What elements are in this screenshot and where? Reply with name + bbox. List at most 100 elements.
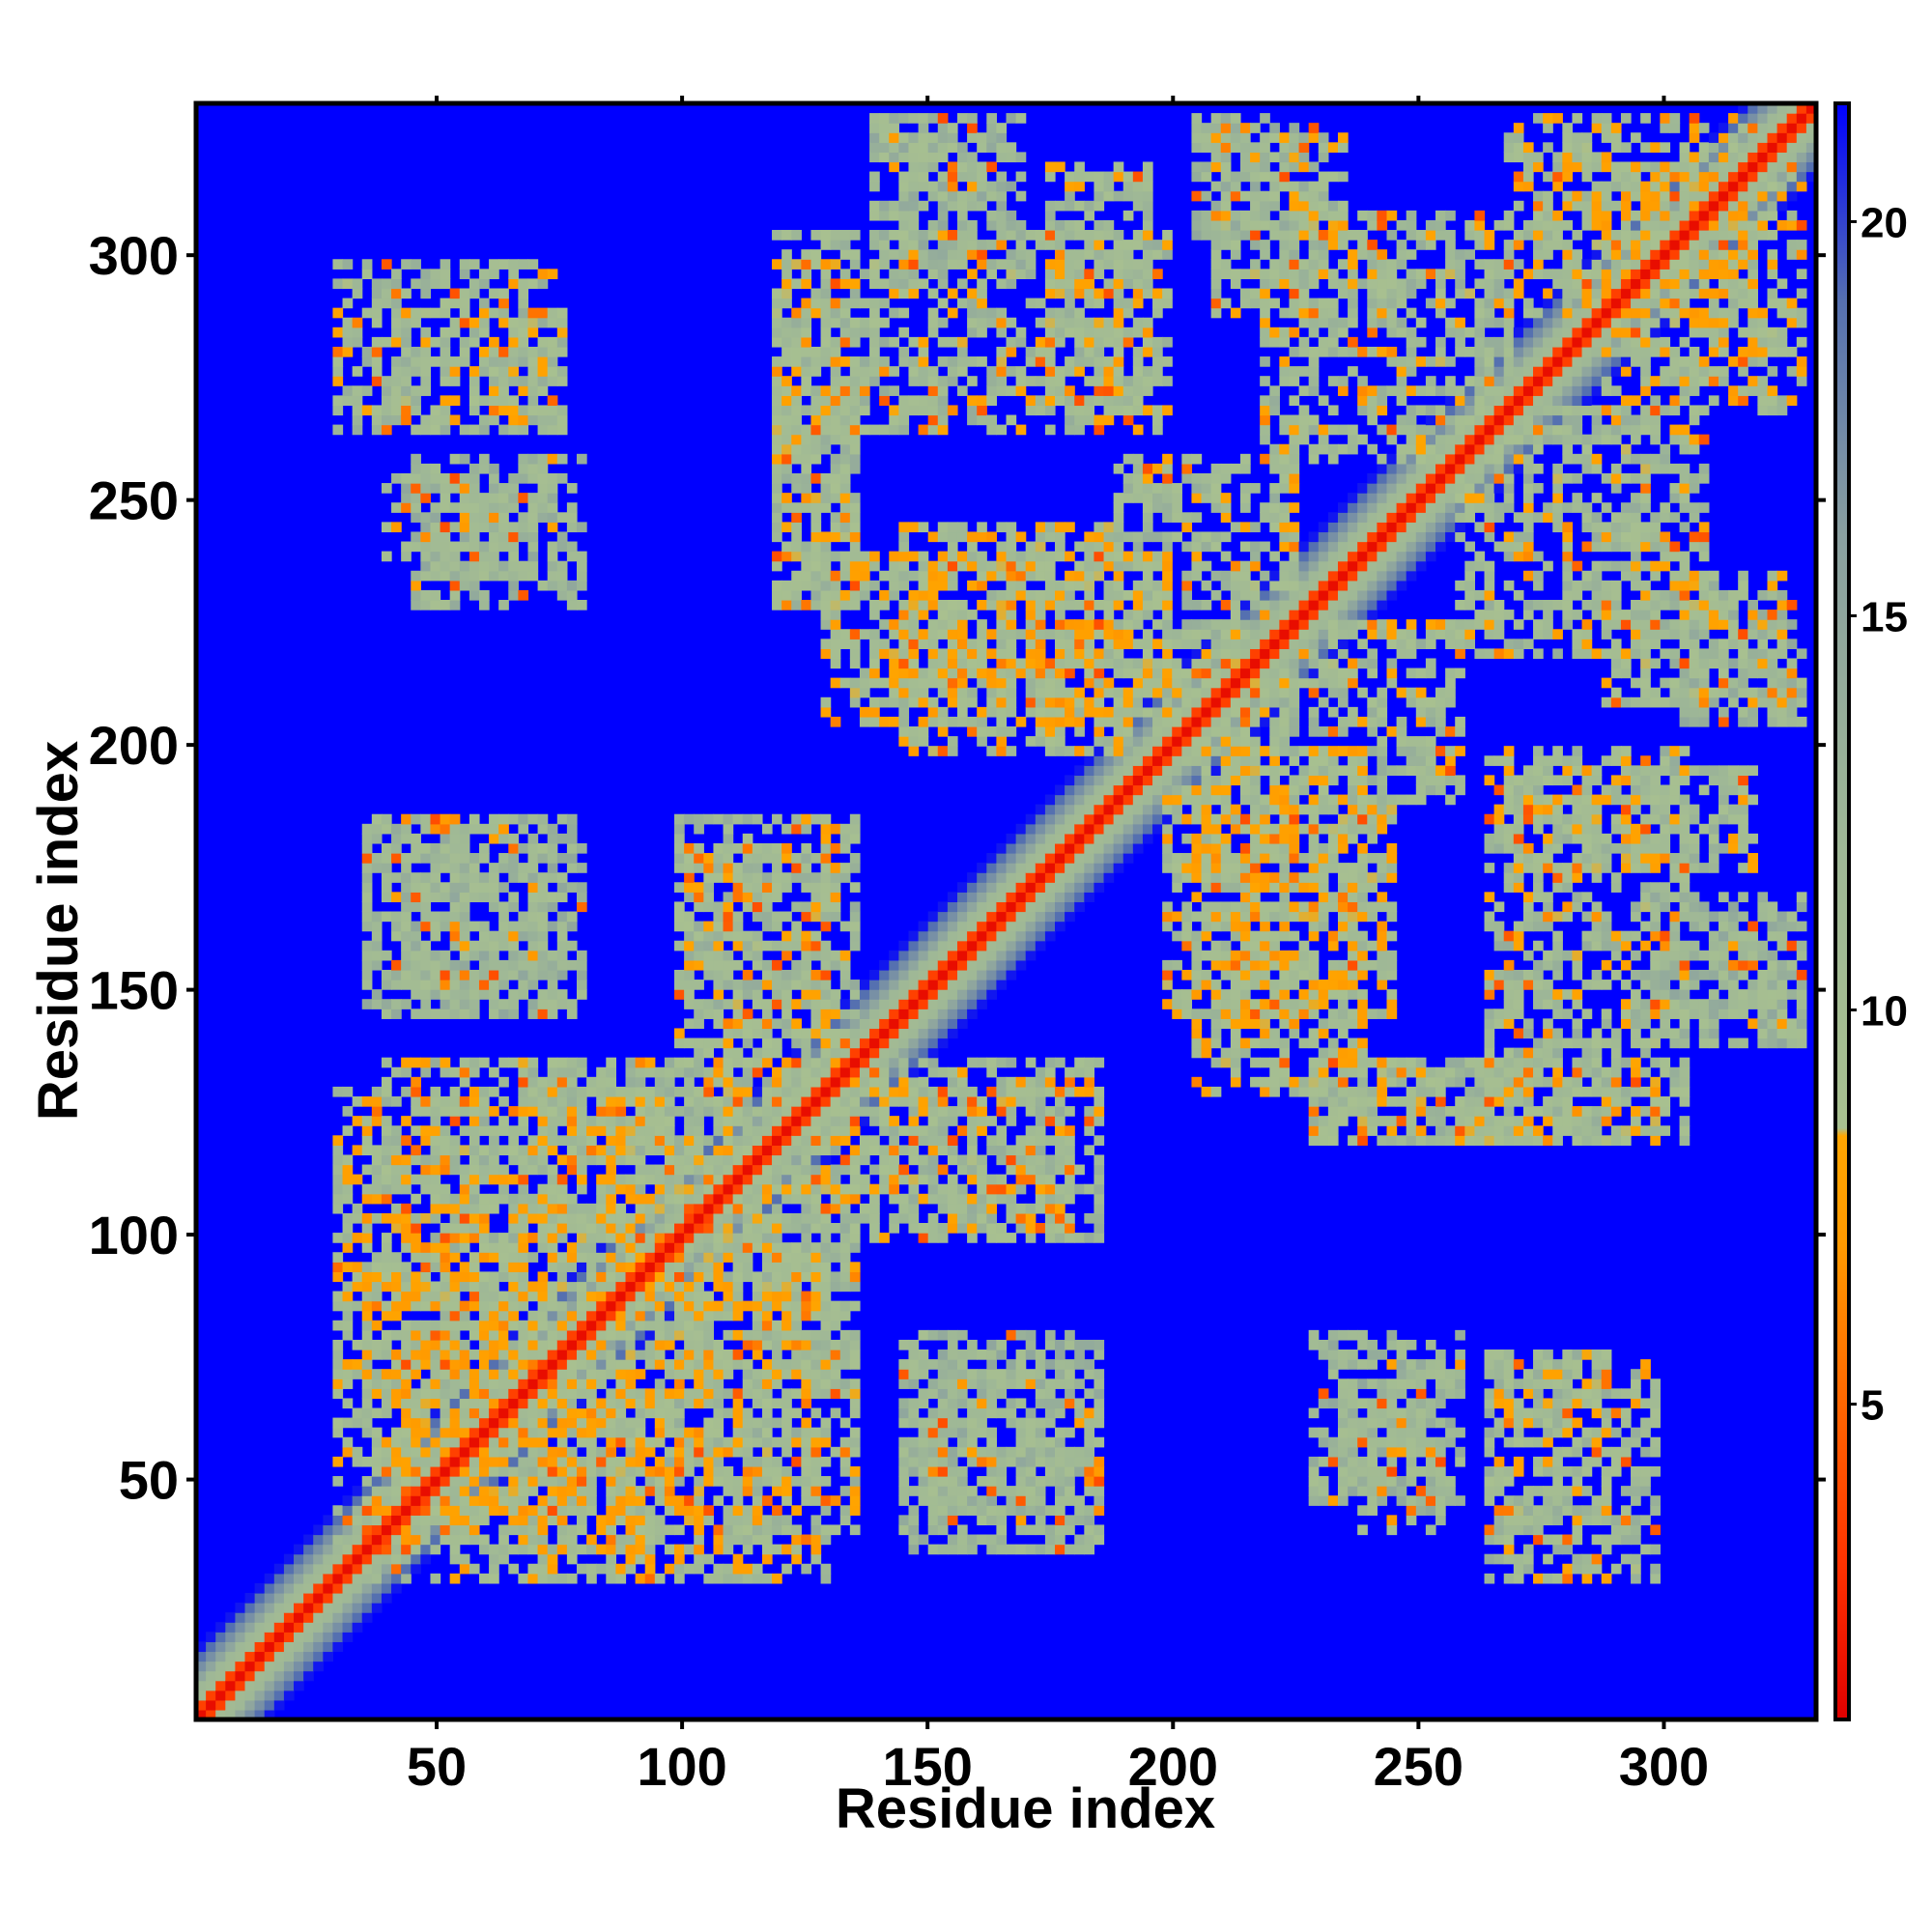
heatmap-cell: [361, 1271, 373, 1283]
heatmap-cell: [489, 502, 499, 513]
heatmap-cell: [508, 541, 519, 553]
heatmap-cell: [508, 1398, 519, 1409]
heatmap-cell: [566, 1407, 578, 1419]
heatmap-cell: [566, 1300, 578, 1312]
heatmap-cell: [411, 1086, 421, 1097]
heatmap-cell: [781, 1066, 792, 1078]
heatmap-cell: [801, 959, 812, 971]
heatmap-cell: [713, 980, 724, 990]
heatmap-cell: [381, 395, 392, 407]
heatmap-cell: [361, 356, 373, 367]
heatmap-cell: [927, 219, 939, 231]
heatmap-cell: [459, 522, 470, 533]
heatmap-cell: [294, 1544, 304, 1555]
heatmap-cell: [547, 980, 558, 990]
heatmap-cell: [830, 639, 841, 649]
heatmap-cell: [606, 1495, 616, 1506]
heatmap-cell: [469, 863, 480, 873]
heatmap-cell: [527, 1009, 539, 1019]
heatmap-cell: [547, 1116, 558, 1126]
heatmap-cell: [830, 842, 841, 854]
heatmap-cell: [518, 356, 529, 367]
heatmap-cell: [401, 872, 412, 883]
heatmap-cell: [606, 1291, 616, 1302]
heatmap-cell: [411, 1271, 421, 1283]
heatmap-cell: [420, 1495, 432, 1506]
heatmap-cell: [342, 1505, 354, 1516]
heatmap-cell: [723, 1486, 734, 1496]
heatmap-cell: [566, 580, 578, 591]
heatmap-cell: [518, 570, 529, 582]
heatmap-cell: [625, 1388, 637, 1400]
heatmap-cell: [294, 1641, 304, 1653]
heatmap-cell: [781, 1193, 792, 1205]
heatmap-cell: [694, 823, 704, 835]
heatmap-cell: [254, 1699, 266, 1711]
heatmap-cell: [761, 1271, 773, 1283]
heatmap-cell: [791, 278, 802, 290]
heatmap-cell: [342, 1242, 354, 1253]
heatmap-cell: [752, 1310, 763, 1321]
heatmap-cell: [459, 1505, 470, 1516]
heatmap-cell: [401, 376, 412, 386]
heatmap-cell: [244, 1632, 256, 1642]
heatmap-cell: [752, 1193, 763, 1205]
heatmap-cell: [342, 346, 354, 357]
heatmap-cell: [918, 356, 929, 367]
heatmap-cell: [440, 950, 451, 961]
heatmap-cell: [332, 1427, 344, 1438]
heatmap-cell: [606, 1164, 616, 1176]
heatmap-cell: [732, 863, 744, 873]
heatmap-cell: [401, 882, 412, 893]
heatmap-cell: [684, 1164, 695, 1176]
heatmap-cell: [430, 1378, 441, 1389]
heatmap-cell: [566, 1495, 578, 1506]
heatmap-cell: [889, 687, 899, 698]
heatmap-cell: [781, 317, 792, 328]
heatmap-cell: [820, 1369, 832, 1379]
heatmap-cell: [967, 1417, 978, 1429]
heatmap-cell: [889, 551, 899, 562]
heatmap-cell: [791, 414, 802, 426]
heatmap-cell: [849, 1398, 861, 1409]
heatmap-cell: [537, 278, 549, 290]
heatmap-cell: [361, 980, 373, 990]
heatmap-cell: [556, 1233, 568, 1243]
heatmap-cell: [323, 1622, 334, 1633]
heatmap-cell: [449, 472, 461, 484]
heatmap-cell: [820, 434, 832, 445]
heatmap-cell: [830, 999, 841, 1009]
heatmap-cell: [791, 551, 802, 562]
heatmap-cell: [518, 424, 529, 436]
heatmap-cell: [772, 1378, 782, 1389]
heatmap-cell: [694, 1252, 704, 1263]
heatmap-cell: [489, 1009, 499, 1019]
heatmap-cell: [654, 1398, 666, 1409]
heatmap-cell: [869, 346, 880, 357]
heatmap-cell: [801, 483, 812, 494]
heatmap-cell: [401, 1154, 412, 1166]
heatmap-cell: [391, 930, 402, 942]
heatmap-cell: [810, 395, 822, 407]
heatmap-cell: [498, 1009, 509, 1019]
heatmap-cell: [391, 1553, 402, 1565]
heatmap-cell: [469, 892, 480, 903]
heatmap-cell: [830, 472, 841, 484]
heatmap-cell: [713, 1223, 724, 1234]
heatmap-cell: [898, 1164, 910, 1176]
heatmap-cell: [820, 1028, 832, 1039]
heatmap-cell: [674, 1193, 685, 1205]
heatmap-cell: [401, 1057, 412, 1068]
heatmap-cell: [371, 1300, 383, 1312]
heatmap-cell: [556, 940, 568, 952]
heatmap-cell: [361, 1476, 373, 1487]
heatmap-cell: [830, 1223, 841, 1234]
heatmap-cell: [606, 1544, 616, 1555]
heatmap-cell: [625, 1310, 637, 1321]
heatmap-cell: [596, 1427, 607, 1438]
heatmap-cell: [440, 493, 451, 503]
heatmap-cell: [635, 1350, 646, 1360]
heatmap-cell: [664, 1476, 675, 1487]
heatmap-cell: [430, 1544, 441, 1555]
heatmap-cell: [478, 1339, 490, 1350]
